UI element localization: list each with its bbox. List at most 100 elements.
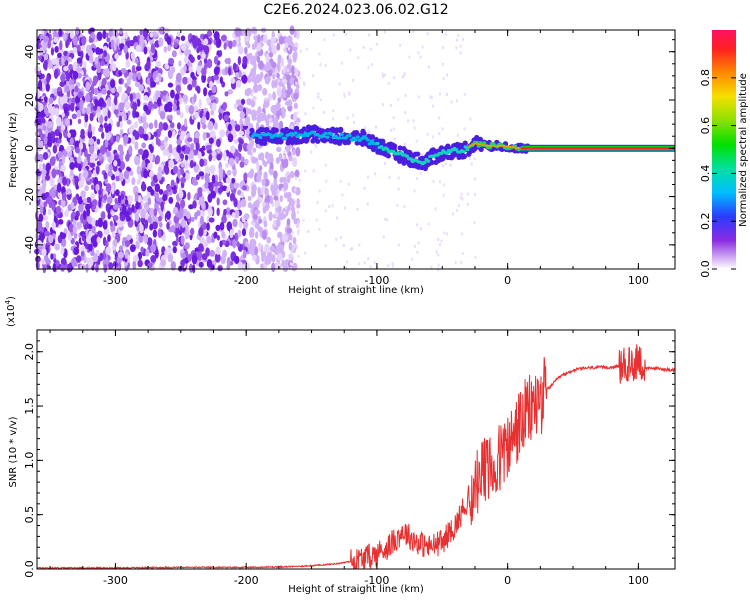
spectrogram-cell xyxy=(246,98,252,106)
spectrogram-cell xyxy=(204,166,211,176)
spectrogram-cell xyxy=(182,94,189,103)
spectrogram-cell xyxy=(297,210,300,214)
spectrogram-cell xyxy=(170,224,176,233)
spectrogram-cell xyxy=(143,104,149,112)
spectrogram-cell xyxy=(179,153,185,160)
spectrogram-cell xyxy=(124,100,130,111)
spectrogram-cell xyxy=(201,201,206,210)
spectrogram-cell xyxy=(78,179,84,188)
spectrogram-cell xyxy=(40,226,45,233)
spectrogram-cell xyxy=(288,47,291,51)
spectrogram-cell xyxy=(216,38,222,48)
spectrogram-cell xyxy=(163,165,168,173)
spectrogram-cell xyxy=(248,108,252,115)
spectrogram-cell xyxy=(324,63,327,67)
spectrogram-cell xyxy=(391,262,394,266)
spectrogram-cell xyxy=(127,194,133,205)
spectrogram-cell xyxy=(96,236,101,244)
spectrogram-cell xyxy=(280,107,287,115)
spectrogram-cell xyxy=(261,178,266,186)
spectrogram-cell xyxy=(254,209,261,215)
spectrogram-cell xyxy=(288,155,293,162)
spectrogram-cell xyxy=(266,256,272,265)
spectrogram-cell xyxy=(114,53,119,60)
spectrogram-cell xyxy=(328,205,331,209)
spectrogram-cell xyxy=(417,51,420,55)
spectrogram-cell xyxy=(196,209,201,217)
spectrogram-cell xyxy=(199,209,205,218)
spectrogram-cell xyxy=(269,245,275,253)
spectrogram-cell xyxy=(250,67,257,78)
spectrogram-cell xyxy=(117,85,123,93)
spectrogram-cell xyxy=(196,65,201,76)
spectrogram-cell xyxy=(411,257,414,261)
spectrogram-cell xyxy=(204,173,210,183)
spectrogram-cell xyxy=(289,170,295,179)
spectrogram-cell xyxy=(167,69,174,77)
spectrogram-cell xyxy=(230,195,236,201)
spectrogram-cell xyxy=(123,170,130,180)
spectrogram-cell xyxy=(403,71,406,75)
spectrogram-cell xyxy=(213,74,220,81)
spectrogram-cell xyxy=(84,185,89,192)
signal-cell-inner xyxy=(512,144,517,148)
signal-cell-inner xyxy=(367,142,372,146)
spectrogram-cell xyxy=(373,261,376,265)
spectrogram-cell xyxy=(450,100,453,104)
signal-cell-outer xyxy=(289,139,295,146)
spectrogram-cell xyxy=(174,93,180,101)
spectrogram-cell xyxy=(257,242,262,252)
spectrogram-cell xyxy=(316,200,319,204)
spectrogram-cell xyxy=(265,53,270,63)
spectrogram-cell xyxy=(460,192,463,196)
spectrogram-cell xyxy=(105,32,109,38)
spectrogram-cell xyxy=(225,162,230,168)
spectrogram-cell xyxy=(432,180,435,184)
signal-cell-inner xyxy=(461,149,466,154)
spectrogram-cell xyxy=(238,130,245,136)
spectrogram-cell xyxy=(89,113,94,122)
spectrogram-cell xyxy=(283,211,286,215)
spectrogram-cell xyxy=(401,75,404,79)
spectrogram-cell xyxy=(351,247,354,251)
spectrogram-cell xyxy=(206,58,213,69)
spectrogram-cell xyxy=(41,174,46,182)
spectrogram-cell xyxy=(42,180,47,189)
spectrogram-cell xyxy=(288,234,293,241)
spectrogram-cell xyxy=(294,169,300,178)
spectrogram-cell xyxy=(198,243,204,252)
spectrogram-cell xyxy=(191,254,198,265)
spectrogram-cell xyxy=(110,79,116,89)
spectrogram-cell xyxy=(167,44,172,52)
spectrogram-cell xyxy=(140,246,144,254)
spectrogram-cell xyxy=(233,138,239,144)
spectrogram-cell xyxy=(292,51,298,61)
spectrogram-cell xyxy=(176,144,182,154)
spectrogram-cell xyxy=(229,181,236,190)
spectrogram-cell xyxy=(218,167,224,176)
spectrogram-cell xyxy=(98,189,102,196)
spectrogram-cell xyxy=(164,103,169,113)
spectrogram-cell xyxy=(441,127,444,131)
spectrogram-cell xyxy=(180,35,186,42)
spectrogram-cell xyxy=(63,66,69,72)
spectrogram-cell xyxy=(312,74,315,78)
spectrogram-cell xyxy=(356,207,359,211)
spectrogram-x-ticks: -300 -200 -100 0 100 xyxy=(49,30,649,287)
spectrogram-cell xyxy=(53,36,59,43)
spectrogram-cell xyxy=(460,232,463,236)
spectrogram-cell xyxy=(231,212,236,218)
spectrogram-cell xyxy=(123,44,128,54)
signal-cell-outer xyxy=(401,160,407,166)
spectrogram-cell xyxy=(307,230,310,234)
spectrogram-cell xyxy=(110,210,115,217)
spectrogram-cell xyxy=(50,47,55,56)
spectrogram-cell xyxy=(294,200,297,204)
spectrogram-cell xyxy=(88,144,95,155)
spectrogram-cell xyxy=(170,179,175,188)
spectrogram-cell xyxy=(268,70,273,77)
spectrogram-cell xyxy=(188,54,194,61)
spectrogram-cell xyxy=(393,137,396,141)
spectrogram-cell xyxy=(442,77,445,81)
spectrogram-cell xyxy=(158,121,164,132)
